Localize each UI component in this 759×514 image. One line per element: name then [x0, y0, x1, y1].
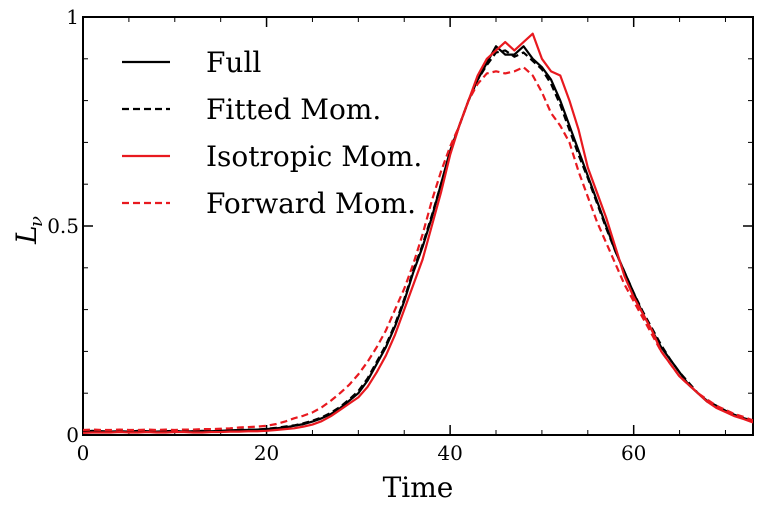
series-line-fitted-mom [83, 49, 753, 433]
x-tick-label: 20 [254, 441, 279, 465]
x-tick-label: 40 [437, 441, 462, 465]
y-axis-label-subscript: ν [26, 216, 47, 227]
y-axis-label: L ν [10, 216, 47, 245]
legend-label-isotropic-mom: Isotropic Mom. [206, 140, 422, 173]
legend-label-full: Full [206, 46, 261, 79]
x-tick-label: 60 [621, 441, 646, 465]
series-line-full [83, 45, 753, 433]
y-tick-label: 0.5 [47, 214, 79, 238]
series-line-isotropic-mom [83, 32, 753, 435]
series-lines [83, 32, 753, 435]
y-axis-label-main: L [10, 225, 43, 245]
x-tick-label: 0 [77, 441, 90, 465]
y-tick-label: 1 [66, 5, 79, 29]
x-axis-label: Time [383, 471, 454, 504]
legend-label-forward-mom: Forward Mom. [206, 187, 416, 220]
legend-label-fitted-mom: Fitted Mom. [206, 93, 381, 126]
y-tick-label: 0 [66, 423, 79, 447]
legend: Full Fitted Mom. Isotropic Mom. Forward Mom… [122, 46, 422, 220]
axis-ticks: 0 20 40 60 0 0.5 1 [47, 5, 753, 465]
series-line-forward-mom [83, 66, 753, 432]
plot-frame [82, 16, 754, 436]
